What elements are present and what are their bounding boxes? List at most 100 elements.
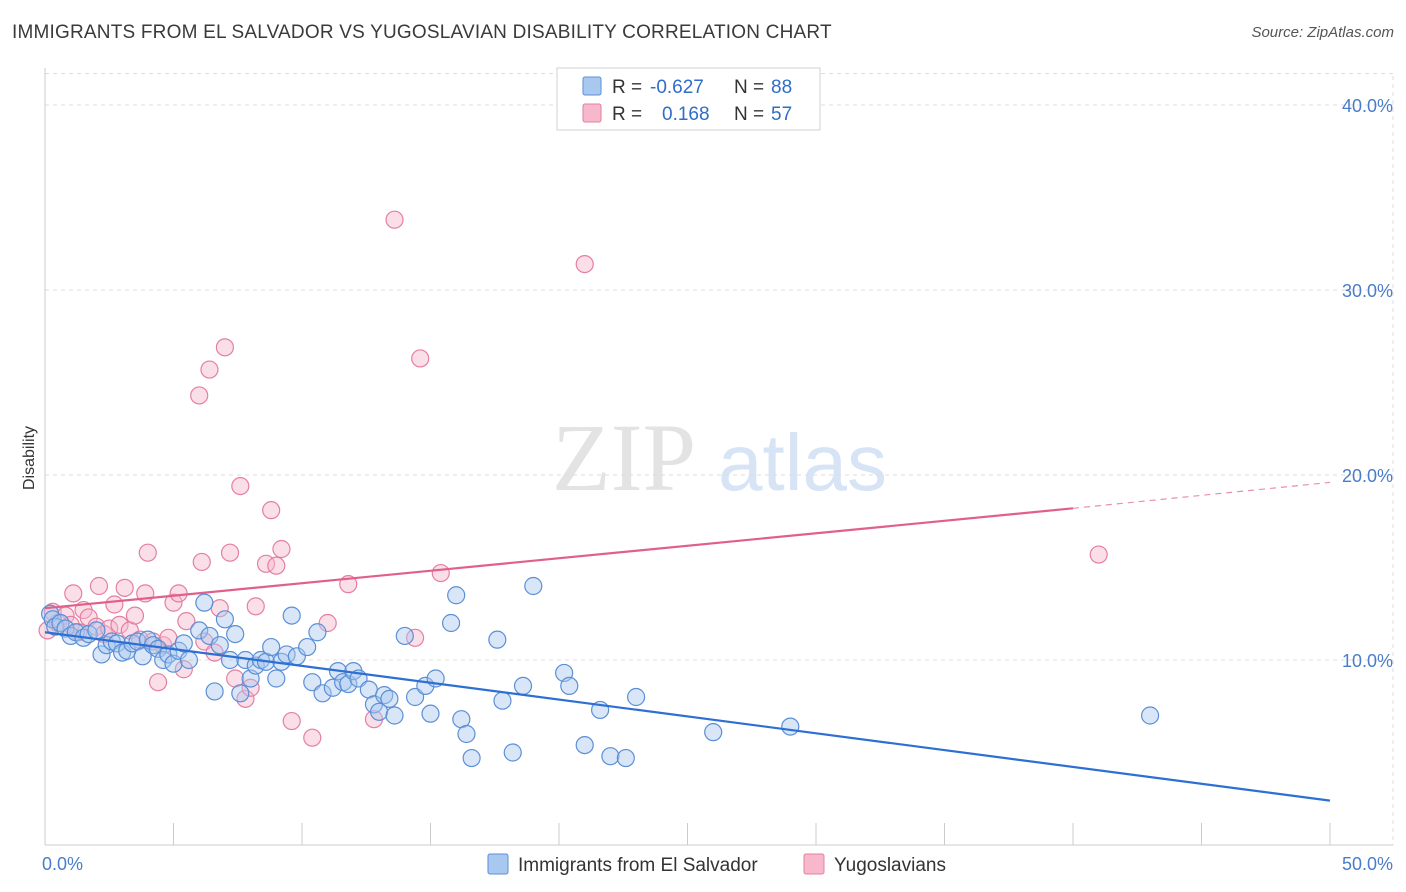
- point-el-salvador-70: [447, 586, 466, 605]
- point-el-salvador-23: [159, 645, 178, 664]
- point-el-salvador-64: [395, 626, 414, 646]
- point-el-salvador-85: [626, 687, 646, 707]
- bottom-legend-swatch-pink: [803, 853, 825, 875]
- bottom-legend-label-yugoslavians: Yugoslavians: [834, 855, 946, 876]
- point-el-salvador-67: [421, 704, 440, 723]
- trend-line-yugoslavians-extension: [1072, 481, 1331, 509]
- point-el-salvador-18: [133, 647, 152, 666]
- point-el-salvador-19: [138, 630, 157, 649]
- y-tick-label-40: 40.0%: [1342, 96, 1393, 116]
- point-el-salvador-29: [195, 593, 214, 612]
- point-el-salvador-46: [282, 606, 301, 625]
- point-el-salvador-22: [154, 650, 173, 670]
- point-yugoslavians-13: [105, 595, 124, 614]
- point-yugoslavians-55: [575, 255, 594, 274]
- point-el-salvador-36: [231, 684, 250, 703]
- point-el-salvador-49: [303, 673, 322, 692]
- legend-n-value-1: 88: [771, 77, 792, 98]
- point-el-salvador-76: [503, 743, 522, 762]
- point-el-salvador-27: [179, 650, 199, 670]
- point-el-salvador-69: [441, 613, 461, 633]
- point-el-salvador-31: [205, 682, 224, 701]
- legend-swatch-blue: [582, 76, 602, 96]
- point-el-salvador-73: [462, 748, 481, 768]
- point-yugoslavians-38: [231, 477, 250, 496]
- trend-line-el-salvador: [44, 631, 1331, 802]
- point-el-salvador-30: [200, 626, 219, 646]
- watermark-atlas: atlas: [718, 418, 887, 507]
- point-yugoslavians-51: [385, 210, 404, 229]
- point-el-salvador-65: [405, 687, 425, 707]
- axes: [44, 68, 1393, 846]
- trend-line-yugoslavians: [44, 507, 1074, 610]
- point-el-salvador-43: [267, 669, 286, 688]
- x-tick-label-0: 0.0%: [42, 854, 83, 874]
- point-el-salvador-72: [457, 724, 476, 744]
- legend-swatch-pink: [582, 103, 602, 123]
- point-el-salvador-48: [298, 637, 317, 657]
- x-tick-label-50: 50.0%: [1342, 854, 1393, 874]
- point-el-salvador-75: [493, 691, 512, 710]
- point-el-salvador-63: [385, 706, 404, 725]
- point-yugoslavians-14: [110, 615, 129, 634]
- point-yugoslavians-26: [169, 584, 188, 603]
- point-el-salvador-33: [215, 610, 234, 629]
- point-el-salvador-86: [704, 723, 723, 742]
- point-el-salvador-32: [210, 636, 229, 655]
- point-el-salvador-62: [380, 689, 399, 708]
- point-yugoslavians-29: [190, 386, 209, 405]
- legend-n-label-2: N =: [734, 104, 764, 125]
- point-el-salvador-50: [308, 623, 327, 642]
- point-yugoslavians-53: [411, 349, 430, 368]
- point-yugoslavians-10: [89, 576, 109, 596]
- point-el-salvador-35: [226, 624, 245, 644]
- point-yugoslavians-17: [125, 606, 145, 625]
- point-yugoslavians-35: [215, 338, 234, 357]
- point-yugoslavians-30: [192, 552, 211, 572]
- point-yugoslavians-40: [241, 678, 260, 697]
- point-el-salvador-28: [190, 621, 209, 640]
- point-yugoslavians-36: [220, 543, 240, 562]
- point-yugoslavians-32: [200, 360, 219, 379]
- point-yugoslavians-28: [177, 612, 196, 631]
- point-el-salvador-52: [323, 678, 342, 697]
- legend-r-value-2: 0.168: [662, 104, 710, 125]
- bottom-legend-swatch-blue: [487, 853, 509, 875]
- watermark-zip: ZIP: [552, 404, 696, 511]
- stats-legend: R = -0.627 N = 88 R = 0.168 N = 57: [556, 67, 821, 131]
- point-yugoslavians-39: [236, 689, 255, 708]
- point-yugoslavians-45: [272, 539, 291, 559]
- point-yugoslavians-15: [115, 578, 134, 597]
- legend-r-label-1: R =: [612, 77, 642, 98]
- point-el-salvador-34: [220, 650, 240, 670]
- point-yugoslavians-27: [174, 660, 193, 679]
- point-el-salvador-26: [174, 634, 193, 653]
- point-el-salvador-10: [92, 645, 111, 664]
- point-yugoslavians-20: [138, 543, 157, 562]
- y-tick-label-10: 10.0%: [1342, 651, 1393, 671]
- point-yugoslavians-56: [1089, 545, 1108, 564]
- point-yugoslavians-22: [148, 673, 168, 692]
- point-el-salvador-51: [313, 684, 332, 703]
- point-el-salvador-42: [262, 637, 281, 657]
- point-el-salvador-81: [575, 735, 594, 755]
- point-yugoslavians-41: [246, 597, 265, 616]
- point-el-salvador-60: [370, 702, 389, 721]
- chart-title: IMMIGRANTS FROM EL SALVADOR VS YUGOSLAVI…: [12, 22, 832, 43]
- y-tick-label-20: 20.0%: [1342, 466, 1393, 486]
- point-el-salvador-77: [513, 676, 533, 696]
- point-yugoslavians-31: [195, 632, 214, 651]
- point-el-salvador-88: [1140, 706, 1160, 725]
- point-yugoslavians-54: [431, 563, 450, 583]
- point-el-salvador-78: [524, 576, 543, 596]
- series-el-salvador: [41, 576, 1160, 768]
- point-yugoslavians-48: [318, 613, 337, 633]
- point-yugoslavians-46: [282, 711, 301, 731]
- bottom-legend: Immigrants from El Salvador Yugoslavians: [487, 853, 946, 876]
- bottom-legend-label-el-salvador: Immigrants from El Salvador: [518, 855, 758, 876]
- point-el-salvador-9: [87, 621, 106, 640]
- x-tick-labels: 0.0% 50.0%: [42, 854, 1393, 874]
- y-tick-labels: 10.0% 20.0% 30.0% 40.0%: [1342, 96, 1393, 671]
- point-yugoslavians-43: [262, 501, 281, 520]
